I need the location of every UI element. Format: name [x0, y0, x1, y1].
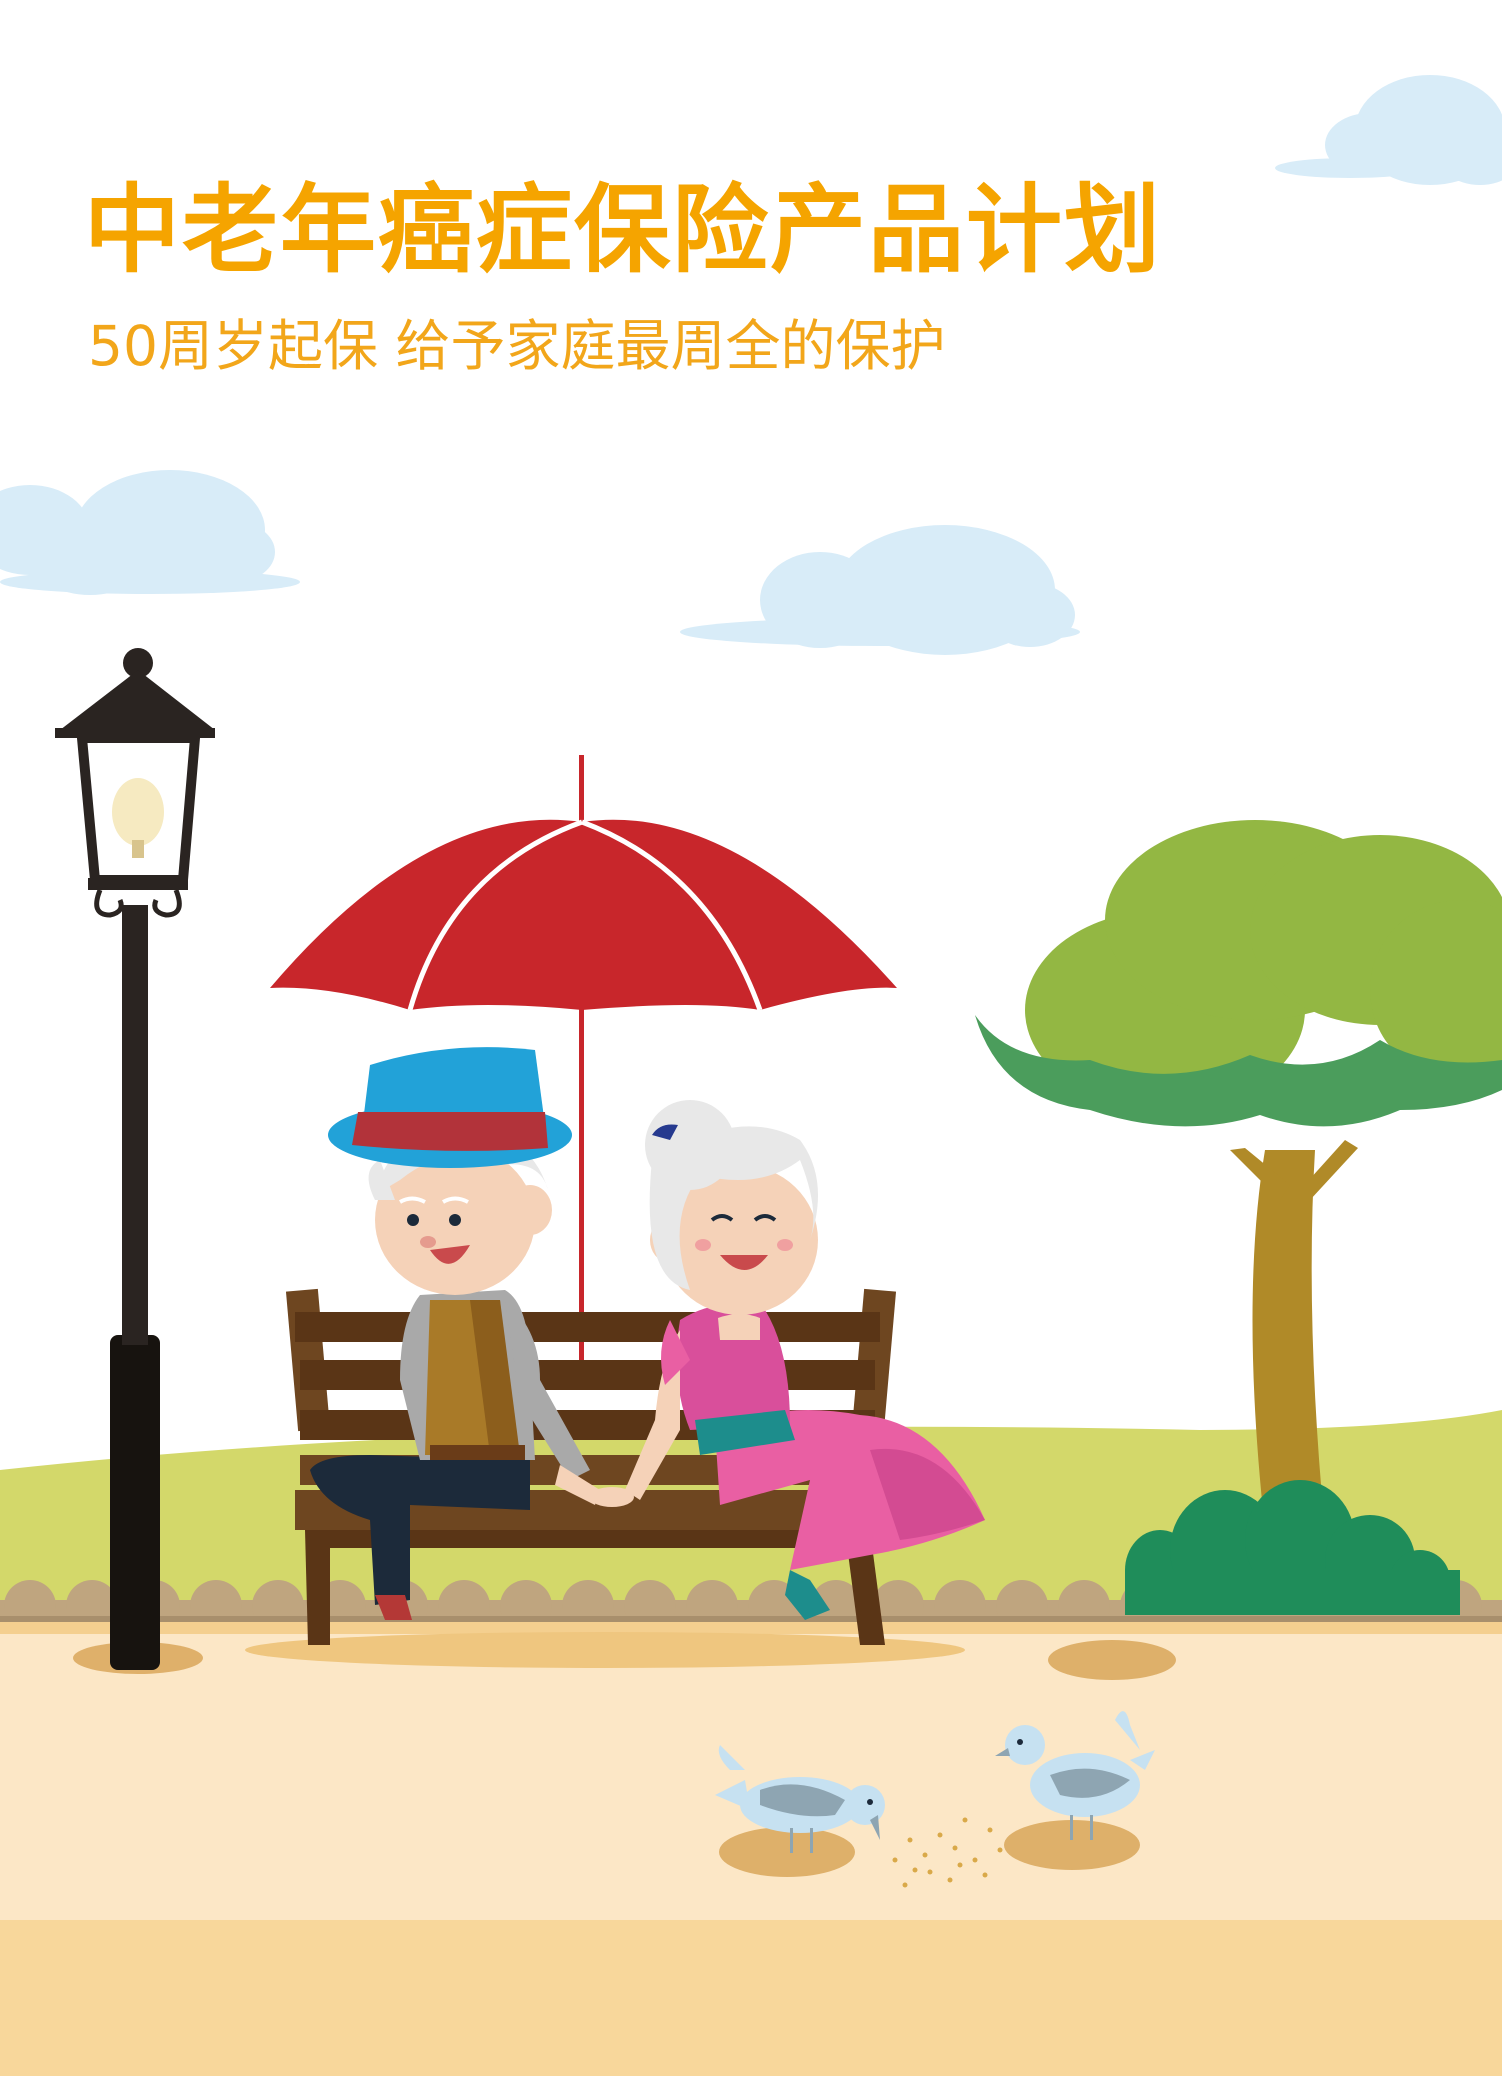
page-title: 中老年癌症保险产品计划	[84, 174, 1162, 286]
street-lamp-icon	[55, 648, 215, 1674]
pigeon-left	[715, 1745, 885, 1877]
page-subtitle: 50周岁起保 给予家庭最周全的保护	[88, 314, 946, 378]
old-man	[310, 1047, 600, 1620]
bush	[1125, 1480, 1460, 1615]
bench-shadow	[245, 1632, 965, 1668]
old-woman	[590, 1100, 985, 1620]
cloud-left	[0, 470, 300, 595]
ground-spot	[1048, 1640, 1176, 1680]
bird-seeds	[892, 1817, 1003, 1888]
ground-edge	[0, 1622, 1502, 1634]
pigeon-right	[995, 1711, 1155, 1870]
cloud-middle	[680, 525, 1080, 655]
tree-icon	[975, 820, 1502, 1530]
ground-strip	[0, 1920, 1502, 2076]
cloud-top-right	[1275, 75, 1502, 185]
umbrella-icon	[270, 755, 897, 1390]
